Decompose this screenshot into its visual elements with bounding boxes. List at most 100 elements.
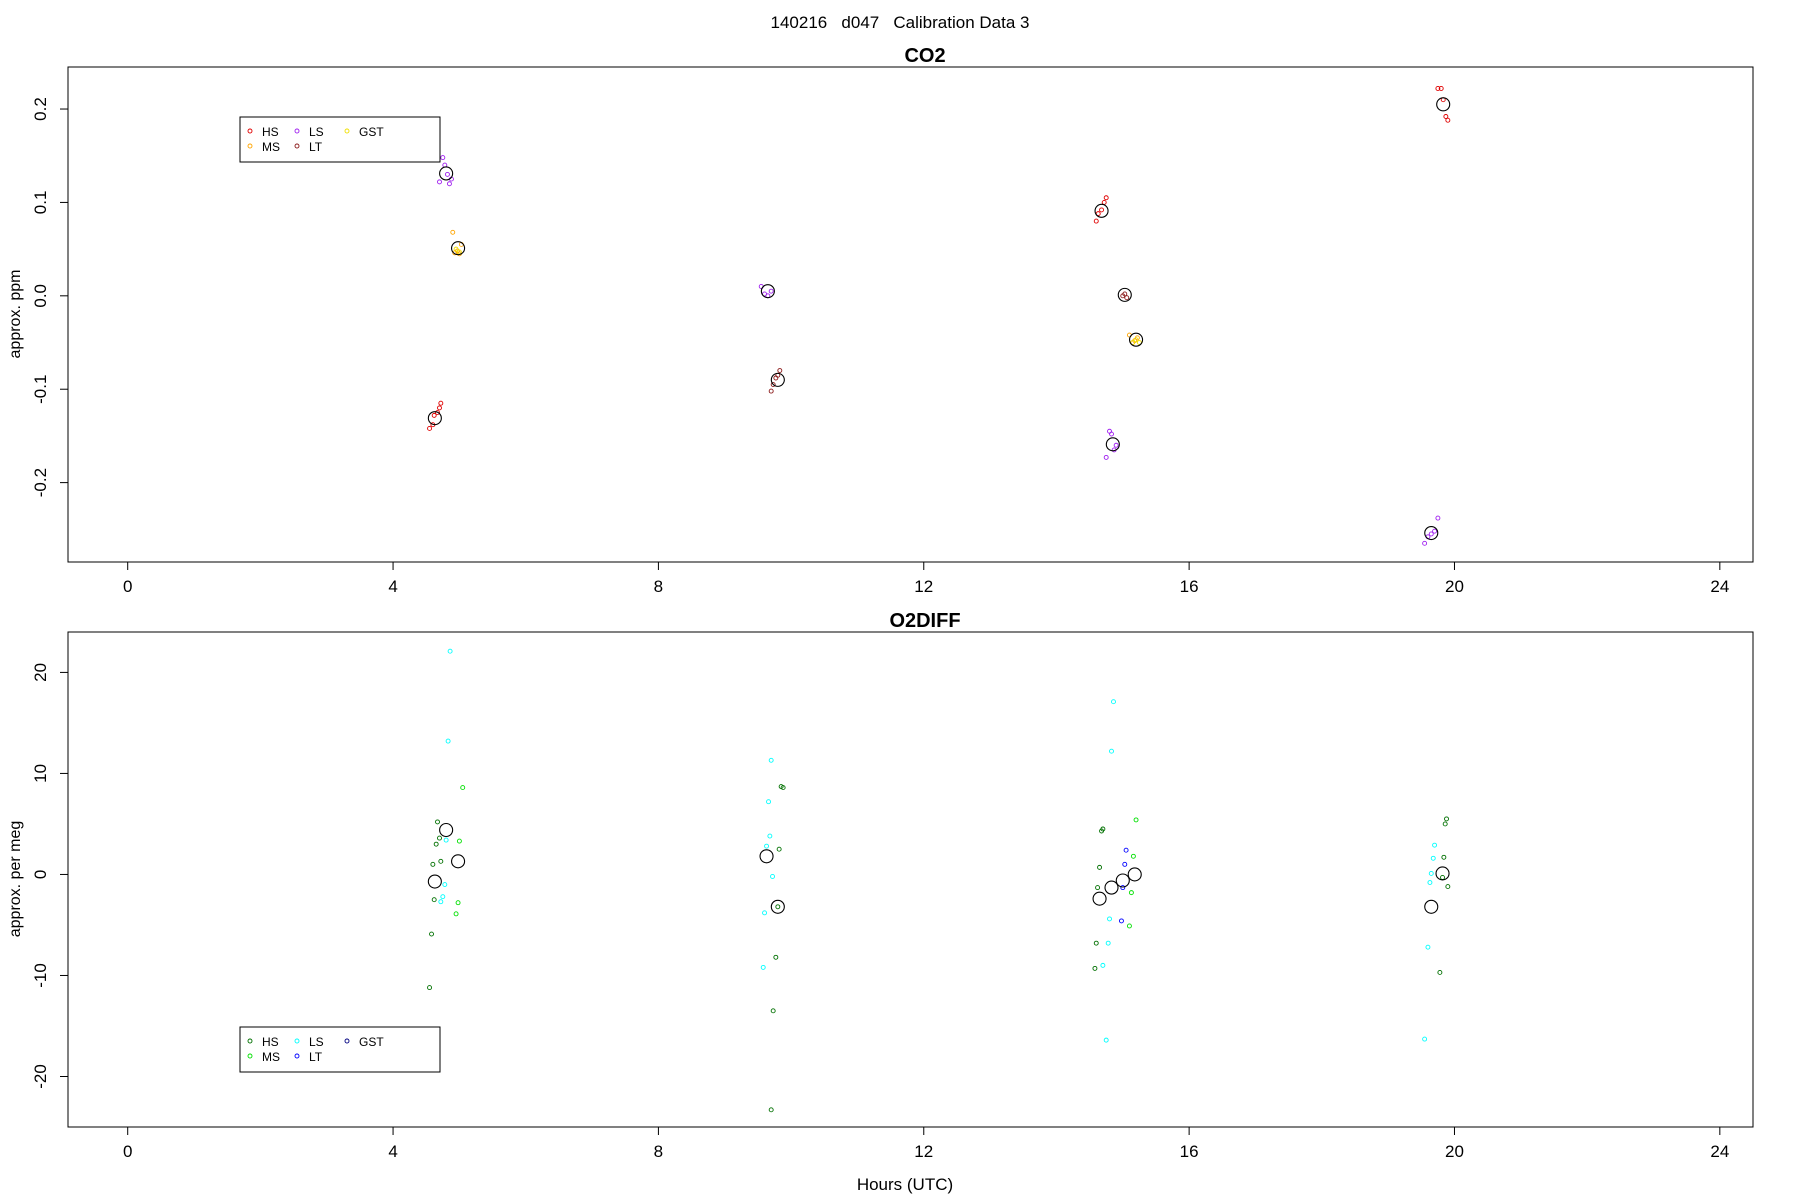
o2diff-point-ls — [440, 894, 446, 900]
o2diff-legend-label: LT — [309, 1050, 323, 1064]
co2-legend-label: GST — [359, 125, 384, 139]
x-axis-label: Hours (UTC) — [857, 1175, 953, 1194]
co2-point-hs — [437, 405, 442, 411]
co2-point-hs — [1445, 117, 1451, 123]
o2diff-x-tick-label: 16 — [1180, 1142, 1199, 1161]
o2diff-point-ls — [768, 757, 774, 763]
co2-legend-label: LT — [309, 140, 323, 154]
co2-panel: CO2 approx. ppm 0 4 8 12 16 20 24 -0.2 -0.1 0.0 0.… — [7, 45, 1754, 596]
co2-legend-box — [239, 116, 441, 163]
co2-point-hs — [431, 412, 437, 418]
o2diff-mean-point — [1092, 891, 1107, 906]
o2diff-legend-marker — [344, 1038, 350, 1044]
o2diff-point-ls — [1427, 880, 1433, 885]
o2diff-mean-point — [770, 899, 785, 914]
o2diff-x-tick-label: 4 — [388, 1142, 397, 1161]
o2diff-point-hs — [1097, 864, 1103, 870]
o2diff-point-ls — [1425, 944, 1431, 950]
o2diff-point-hs — [1100, 826, 1106, 832]
o2diff-point-hs — [1445, 884, 1451, 890]
o2diff-point-ls — [1428, 870, 1434, 876]
o2diff-point-hs — [768, 1107, 774, 1113]
o2diff-point-hs — [1095, 885, 1101, 891]
o2diff-x-tick-label: 24 — [1710, 1142, 1729, 1161]
co2-point-hs — [427, 425, 432, 431]
o2diff-point-ms — [1128, 890, 1134, 896]
o2diff-point-ls — [443, 837, 449, 843]
o2diff-point-hs — [427, 985, 432, 991]
o2diff-mean-point — [451, 854, 466, 869]
o2diff-point-ls — [760, 964, 766, 970]
o2diff-mean-point — [1435, 866, 1450, 881]
co2-legend-label: LS — [309, 125, 324, 139]
o2diff-mean-point — [1424, 899, 1439, 914]
o2diff-point-ls — [1105, 940, 1111, 946]
co2-point-hs — [1438, 86, 1444, 91]
co2-point-hs — [1435, 86, 1441, 91]
o2diff-point-hs — [438, 858, 444, 864]
o2diff-x-tick-label: 12 — [914, 1142, 933, 1161]
o2diff-point-ls — [770, 874, 775, 879]
co2-x-tick-label: 0 — [123, 577, 132, 596]
co2-point-ls — [437, 179, 442, 185]
o2diff-point-hs — [429, 931, 434, 937]
co2-legend-marker — [344, 128, 350, 134]
co2-mean-point — [439, 166, 454, 181]
o2diff-point-ls — [762, 910, 768, 916]
co2-point-hs — [1103, 195, 1109, 201]
o2diff-y-tick-label: 0 — [31, 870, 50, 879]
co2-point-ls — [1113, 442, 1119, 448]
co2-point-ls — [445, 171, 450, 177]
o2diff-point-ms — [1133, 817, 1139, 823]
o2diff-mean-point — [427, 874, 442, 889]
o2diff-mean-point — [1104, 880, 1119, 895]
o2diff-point-hs — [775, 904, 781, 910]
co2-points — [427, 86, 1451, 546]
o2diff-point-hs — [1444, 816, 1449, 822]
o2diff-point-hs — [770, 1008, 776, 1014]
o2diff-point-ls — [1111, 699, 1116, 705]
o2diff-point-ms — [1126, 923, 1132, 929]
o2diff-x-tick-label: 20 — [1445, 1142, 1464, 1161]
co2-mean-point — [1117, 287, 1132, 302]
co2-axes: 0 4 8 12 16 20 24 -0.2 -0.1 0.0 0.1 0.2 — [31, 97, 1729, 596]
o2diff-mean-point — [439, 822, 454, 838]
o2diff-point-ls — [1422, 1036, 1428, 1042]
o2diff-legend-box — [239, 1026, 441, 1073]
o2diff-y-tick-label: -20 — [31, 1064, 50, 1089]
co2-legend-marker — [294, 128, 300, 134]
o2diff-point-ls — [1109, 748, 1114, 754]
o2diff-panel: O2DIFF approx. per meg 0 4 8 12 16 20 24 -20 -10… — [7, 610, 1754, 1161]
co2-mean-point — [760, 284, 775, 299]
o2diff-point-ls — [1107, 916, 1112, 922]
co2-point-lt — [1122, 291, 1128, 297]
co2-point-lt — [770, 382, 776, 387]
co2-point-ls — [1422, 540, 1428, 546]
co2-x-tick-label: 12 — [914, 577, 933, 596]
co2-point-hs — [1093, 218, 1099, 224]
co2-point-gst — [453, 246, 459, 252]
co2-mean-point — [1094, 203, 1109, 218]
co2-y-tick-label: -0.2 — [31, 468, 50, 497]
o2diff-legend-label: MS — [262, 1050, 280, 1064]
co2-y-axis-label: approx. ppm — [7, 270, 24, 359]
co2-point-ls — [1428, 531, 1434, 537]
co2-legend-label: MS — [262, 140, 280, 154]
co2-x-tick-label: 4 — [388, 577, 397, 596]
co2-point-ls — [1435, 515, 1441, 521]
o2diff-point-ms — [1130, 853, 1136, 859]
co2-point-lt — [768, 388, 774, 394]
o2diff-mean-point — [1115, 873, 1130, 888]
o2diff-point-lt — [1120, 885, 1126, 891]
o2diff-axes: 0 4 8 12 16 20 24 -20 -10 0 10 20 — [31, 663, 1729, 1161]
o2diff-point-ms — [460, 785, 466, 791]
o2diff-point-ls — [766, 799, 771, 805]
co2-point-ls — [1432, 528, 1438, 534]
o2diff-legend-marker — [247, 1038, 253, 1044]
o2diff-legend-label: HS — [262, 1035, 279, 1049]
o2diff-point-ls — [1100, 962, 1106, 968]
